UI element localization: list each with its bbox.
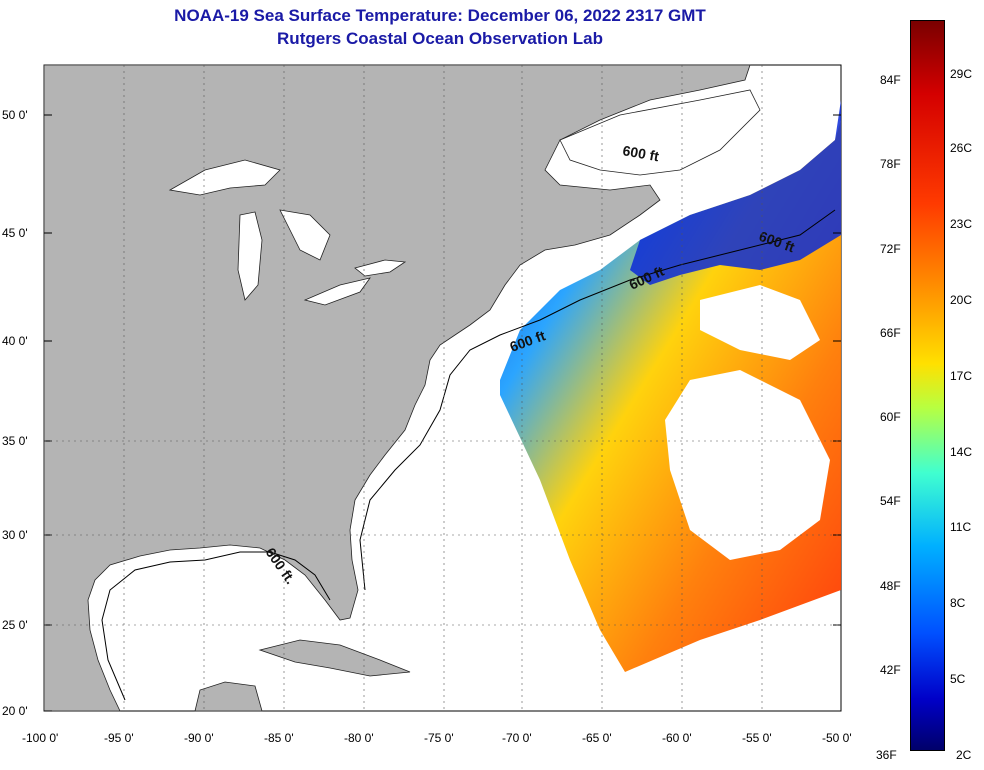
colorbar-label-f: 84F — [880, 73, 901, 87]
colorbar-label-f: 78F — [880, 157, 901, 171]
lat-label: 50 0' — [2, 108, 28, 122]
gulf-st-lawrence — [559, 89, 761, 176]
colorbar-label-c: 17C — [950, 369, 973, 383]
lon-label: -50 0' — [822, 731, 852, 745]
lon-label: -80 0' — [344, 731, 374, 745]
colorbar-label-f: 54F — [880, 494, 901, 508]
lon-label: -70 0' — [502, 731, 532, 745]
colorbar-label-c: 8C — [950, 596, 966, 610]
lon-label: -85 0' — [264, 731, 294, 745]
map-subtitle: Rutgers Coastal Ocean Observation Lab — [277, 29, 603, 48]
colorbar-label-c: 23C — [950, 217, 973, 231]
lake-superior — [168, 159, 281, 196]
lat-label: 20 0' — [2, 704, 28, 718]
colorbar-label-c: 11C — [950, 520, 972, 534]
map-title: NOAA-19 Sea Surface Temperature: Decembe… — [174, 6, 706, 25]
colorbar-label-c: 20C — [950, 293, 973, 307]
colorbar-label-c: 2C — [956, 748, 972, 762]
lon-label: -55 0' — [742, 731, 772, 745]
colorbar-label-c: 5C — [950, 672, 966, 686]
colorbar-label-f: 66F — [880, 326, 901, 340]
lake-michigan — [237, 211, 263, 301]
colorbar-label-c: 14C — [950, 445, 973, 459]
lake-ontario — [354, 259, 407, 277]
colorbar-label-c: 29C — [950, 67, 973, 81]
graticule-dotted — [44, 65, 841, 711]
land-north-america — [43, 64, 751, 712]
cloud-gap — [700, 285, 820, 360]
contour-label: 600 ft — [621, 142, 660, 164]
cloud-gap — [665, 370, 830, 560]
lon-label: -60 0' — [662, 731, 692, 745]
contour-line — [101, 551, 331, 701]
lat-label: 40 0' — [2, 334, 28, 348]
cold-water — [630, 100, 841, 285]
lat-label: 30 0' — [2, 528, 28, 542]
temperature-colorbar — [910, 20, 945, 751]
lon-label: -90 0' — [184, 731, 214, 745]
lake-erie — [303, 277, 371, 306]
lat-label: 25 0' — [2, 618, 28, 632]
colorbar-label-c: 26C — [950, 141, 973, 155]
lake-huron — [279, 209, 331, 261]
lon-label: -65 0' — [582, 731, 612, 745]
colorbar-label-f: 60F — [880, 410, 901, 424]
lon-label: -100 0' — [22, 731, 58, 745]
lat-label: 45 0' — [2, 226, 28, 240]
lat-label: 35 0' — [2, 434, 28, 448]
colorbar-label-f: 72F — [880, 242, 901, 256]
lon-label: -95 0' — [104, 731, 134, 745]
colorbar-label-f: 36F — [876, 748, 897, 762]
colorbar-label-f: 42F — [880, 663, 901, 677]
colorbar-label-f: 48F — [880, 579, 901, 593]
contour-line — [359, 209, 836, 591]
land-yucatan — [194, 681, 263, 712]
land-cuba — [258, 639, 411, 677]
lon-label: -75 0' — [424, 731, 454, 745]
